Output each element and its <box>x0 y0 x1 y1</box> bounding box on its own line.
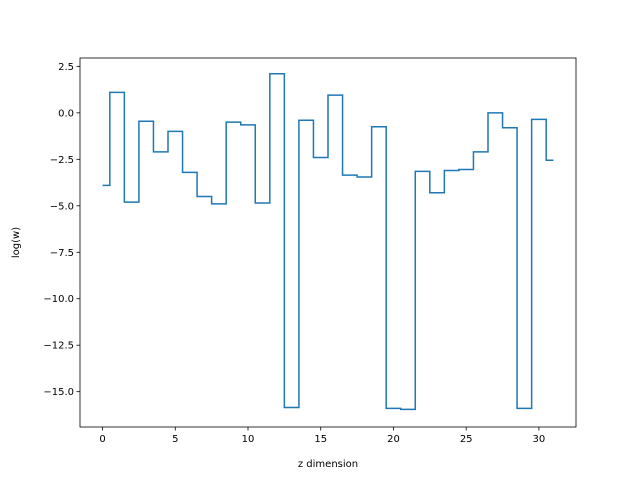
y-tick-label: −2.5 <box>50 155 74 166</box>
y-tick-label: −7.5 <box>50 248 74 259</box>
x-tick-label: 30 <box>533 434 546 445</box>
x-tick-label: 20 <box>387 434 400 445</box>
axes-frame <box>79 57 577 428</box>
x-axis: 0 5 10 15 20 25 30 <box>99 427 545 445</box>
plot-layer <box>102 73 554 411</box>
y-axis-label: log(w) <box>11 227 22 258</box>
y-tick-label: −12.5 <box>43 341 74 352</box>
y-tick-label: −10.0 <box>43 294 74 305</box>
y-tick-label: −15.0 <box>43 387 74 398</box>
x-tick-label: 25 <box>460 434 473 445</box>
x-tick-label: 0 <box>99 434 105 445</box>
y-tick-label: 0.0 <box>58 108 74 119</box>
y-axis: 2.5 0.0 −2.5 −5.0 −7.5 −10.0 −12.5 −15.0 <box>43 62 80 398</box>
x-tick-label: 10 <box>242 434 255 445</box>
x-tick-label: 15 <box>314 434 327 445</box>
series-line <box>102 73 554 411</box>
y-tick-label: −5.0 <box>50 201 74 212</box>
x-tick-label: 5 <box>172 434 178 445</box>
x-axis-label: z dimension <box>298 459 358 470</box>
y-tick-label: 2.5 <box>58 62 74 73</box>
